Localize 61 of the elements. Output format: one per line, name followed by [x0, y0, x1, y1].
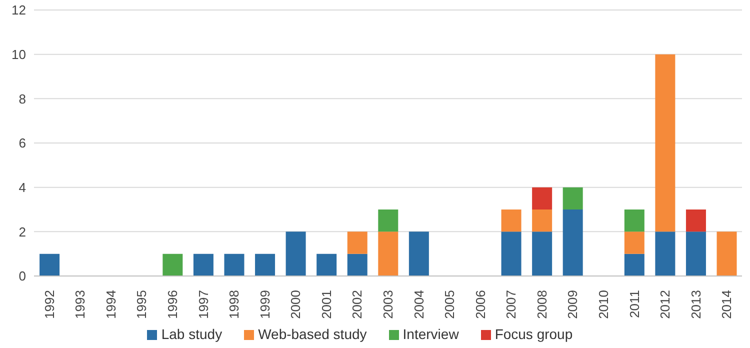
y-tick-label: 2	[18, 224, 26, 240]
x-tick-label: 2013	[688, 290, 704, 319]
bar	[286, 232, 306, 276]
x-tick-label: 1999	[257, 290, 272, 319]
x-tick-label: 1998	[226, 290, 242, 319]
bar	[40, 254, 60, 276]
x-tick-label: 2009	[565, 290, 580, 319]
y-tick-label: 12	[12, 2, 26, 18]
x-tick-label: 2011	[626, 290, 642, 318]
bar	[224, 254, 244, 276]
bar	[532, 232, 552, 276]
x-tick-label: 1994	[103, 290, 118, 319]
bar	[624, 254, 644, 276]
legend-label: Interview	[402, 326, 459, 342]
x-tick-label: 2004	[411, 290, 426, 319]
bar	[655, 232, 676, 276]
x-tick-label: 1993	[72, 290, 88, 319]
y-tick-label: 6	[18, 136, 26, 151]
bar	[316, 254, 337, 276]
bar	[686, 232, 706, 276]
bar	[501, 232, 522, 276]
bar	[347, 232, 368, 254]
x-tick-label: 2012	[658, 290, 673, 319]
x-tick-label: 2002	[350, 290, 365, 319]
x-tick-label: 2008	[534, 290, 550, 319]
x-tick-label: 2005	[442, 290, 458, 319]
x-tick-label: 2001	[318, 290, 334, 319]
x-tick-label: 1996	[165, 290, 180, 319]
x-tick-label: 1995	[134, 290, 150, 319]
bar	[562, 210, 583, 276]
legend-label: Lab study	[161, 326, 222, 342]
bar	[255, 254, 276, 276]
bar	[162, 254, 183, 276]
y-tick-label: 10	[12, 46, 26, 62]
x-tick-label: 2003	[380, 290, 396, 319]
y-tick-label: 4	[18, 180, 26, 195]
y-tick-label: 8	[18, 91, 26, 106]
x-tick-label: 1992	[42, 290, 57, 319]
bar	[501, 210, 522, 232]
x-tick-label: 2006	[472, 290, 488, 319]
bar	[193, 254, 214, 276]
x-tick-label: 2000	[288, 290, 304, 319]
bar	[532, 210, 552, 232]
y-tick-label: 0	[18, 268, 26, 284]
legend-label: Focus group	[494, 326, 573, 342]
x-tick-label: 2014	[719, 290, 734, 319]
x-tick-label: 1997	[196, 290, 211, 319]
x-tick-label: 2007	[504, 290, 519, 319]
bar	[347, 254, 368, 276]
x-tick-label: 2010	[596, 290, 611, 319]
bar	[624, 232, 644, 254]
bar	[686, 210, 706, 232]
legend-label: Web-based study	[258, 326, 367, 342]
bar	[378, 232, 398, 276]
bar	[532, 187, 552, 210]
bar	[624, 210, 644, 232]
bar	[408, 232, 429, 276]
bar	[562, 187, 583, 210]
bar	[655, 54, 676, 232]
bar	[378, 210, 398, 232]
bar	[716, 232, 737, 276]
